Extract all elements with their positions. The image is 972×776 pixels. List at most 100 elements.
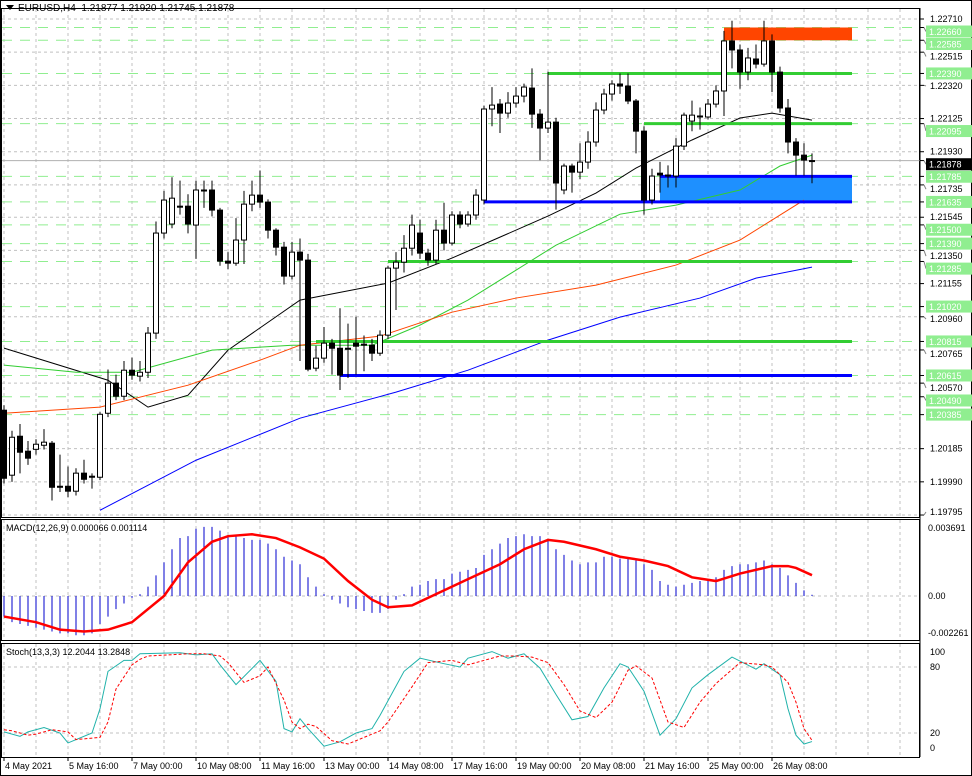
candle-bearish — [337, 347, 343, 376]
candle-bearish — [1, 409, 7, 479]
candle-bearish — [353, 342, 359, 347]
moving-average-line — [3, 199, 805, 414]
candle-bearish — [553, 121, 559, 184]
price-tick-label: 1.21735 — [930, 184, 963, 194]
candle-bearish — [617, 83, 623, 87]
candle-bearish — [49, 442, 55, 488]
candle-bearish — [369, 344, 375, 354]
stoch-title: Stoch(13,3,3) 12.2044 13.2848 — [6, 647, 130, 657]
macd-axis-label: 0.00 — [928, 591, 946, 601]
candle-bearish — [793, 141, 799, 156]
stoch-signal-line — [3, 653, 813, 745]
time-label: 21 May 16:00 — [645, 761, 700, 771]
level-label: 1.21285 — [929, 264, 962, 274]
candle-bullish — [385, 267, 391, 336]
candle-bearish — [425, 252, 431, 261]
candle-bearish — [641, 130, 647, 201]
level-label: 1.21020 — [929, 302, 962, 312]
axis-label-connector — [923, 123, 927, 132]
candle-bearish — [217, 209, 223, 262]
candle-bullish — [137, 371, 143, 377]
candle-bullish — [489, 104, 495, 110]
candle-bearish — [753, 58, 759, 65]
candle-bullish — [681, 114, 687, 147]
axis-label-connector — [923, 511, 927, 516]
candle-bearish — [345, 347, 351, 350]
stoch-main-line — [3, 651, 813, 747]
level-label-bg — [926, 335, 972, 348]
level-label: 1.20385 — [929, 410, 962, 420]
price-tick-label: 1.22320 — [930, 81, 963, 91]
candle-bullish — [521, 86, 527, 97]
level-label-bg — [926, 394, 972, 407]
price-tick-label: 1.19990 — [930, 477, 963, 487]
candle-bullish — [153, 232, 159, 334]
time-label: 5 May 16:00 — [69, 761, 119, 771]
level-label: 1.22585 — [929, 40, 962, 50]
axis-label-connector — [923, 40, 927, 45]
candle-bullish — [73, 472, 79, 492]
candle-bullish — [233, 239, 239, 264]
candle-bullish — [505, 102, 511, 114]
candle-bullish — [609, 83, 615, 95]
level-label-bg — [926, 195, 972, 208]
axis-label-connector — [923, 316, 927, 320]
level-label-bg — [926, 125, 972, 138]
level-label: 1.21390 — [929, 239, 962, 249]
candle-bullish — [745, 57, 751, 73]
candle-bullish — [33, 443, 39, 450]
candle-bearish — [417, 232, 423, 254]
price-tick-label: 1.20765 — [930, 349, 963, 359]
level-label-bg — [926, 237, 972, 250]
candle-bearish — [65, 485, 71, 492]
candle-bullish — [121, 369, 127, 397]
candle-bullish — [697, 115, 703, 118]
candle-bearish — [737, 49, 743, 73]
macd-axis-label: 0.003691 — [928, 523, 966, 533]
axis-label-connector — [923, 27, 927, 32]
candle-bullish — [161, 199, 167, 234]
chart-header: EURUSD,H4 1.21877 1.21920 1.21745 1.2187… — [6, 3, 234, 14]
axis-label-connector — [923, 261, 927, 269]
time-label: 13 May 00:00 — [325, 761, 380, 771]
candle-bearish — [801, 154, 807, 161]
candle-bullish — [89, 475, 95, 478]
candle-bullish — [241, 203, 247, 241]
time-label: 26 May 08:00 — [773, 761, 828, 771]
time-label: 25 May 00:00 — [709, 761, 764, 771]
candle-bearish — [17, 435, 23, 453]
candle-bullish — [145, 332, 151, 373]
candle-bullish — [401, 247, 407, 263]
candle-bearish — [729, 40, 735, 51]
level-label: 1.21500 — [929, 225, 962, 235]
candle-bullish — [545, 121, 551, 129]
time-label: 7 May 00:00 — [133, 761, 183, 771]
candle-bullish — [449, 214, 455, 244]
candle-bullish — [313, 357, 319, 369]
stoch-pane — [1, 643, 920, 758]
axis-label-connector — [923, 349, 927, 355]
candle-bearish — [665, 174, 671, 177]
level-label: 1.20815 — [929, 337, 962, 347]
candle-bullish — [585, 141, 591, 163]
time-label: 17 May 16:00 — [453, 761, 508, 771]
candle-bearish — [209, 189, 215, 211]
candle-bullish — [601, 93, 607, 111]
candle-bearish — [265, 201, 271, 231]
candle-bearish — [785, 107, 791, 143]
price-tick-label: 1.20570 — [930, 383, 963, 393]
candle-bearish — [329, 342, 335, 349]
candle-bearish — [201, 189, 207, 192]
level-label: 1.22390 — [929, 69, 962, 79]
candle-bearish — [113, 382, 119, 397]
candle-bullish — [721, 40, 727, 92]
candle-bullish — [193, 189, 199, 226]
candle-bullish — [361, 343, 367, 346]
price-tick-label: 1.21930 — [930, 147, 963, 157]
triangle-down-icon[interactable] — [6, 5, 14, 10]
price-tick-label: 1.20185 — [930, 444, 963, 454]
level-label-bg — [926, 25, 972, 38]
candle-bullish — [593, 109, 599, 143]
candle-bullish — [481, 108, 487, 201]
